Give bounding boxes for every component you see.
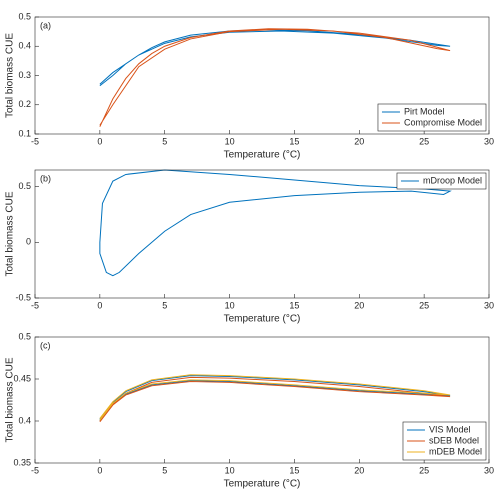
x-tick-label: 0 (97, 300, 102, 310)
y-tick-label: -0.5 (15, 292, 31, 302)
y-tick-label: 0.5 (18, 331, 31, 341)
x-tick-label: -5 (31, 300, 39, 310)
panel-label: (c) (40, 340, 51, 350)
legend: mDroop Model (396, 172, 487, 190)
y-tick-label: 0.2 (18, 99, 31, 109)
x-axis-label: Temperature (°C) (224, 314, 301, 325)
axes-box (34, 336, 490, 464)
y-tick-label: 0.3 (18, 70, 31, 80)
x-tick-label: 30 (484, 465, 494, 475)
y-tick-label: 0.5 (18, 11, 31, 21)
legend-box (396, 172, 487, 190)
y-tick-label: 0.35 (13, 457, 31, 467)
y-tick-label: 0.4 (18, 415, 31, 425)
x-tick-label: 10 (225, 136, 235, 146)
x-tick-label: 10 (225, 300, 235, 310)
x-tick-label: 15 (289, 465, 299, 475)
x-tick-label: 30 (484, 136, 494, 146)
x-axis-label: Temperature (°C) (224, 150, 301, 161)
x-tick-label: -5 (31, 136, 39, 146)
x-tick-label: 25 (419, 465, 429, 475)
x-axis-label: Temperature (°C) (224, 479, 301, 490)
legend-label: mDroop Model (423, 175, 482, 185)
y-axis-label: Total biomass CUE (5, 357, 16, 442)
y-axis-label: Total biomass CUE (5, 33, 16, 118)
y-axis-label: Total biomass CUE (5, 191, 16, 276)
x-tick-label: 30 (484, 300, 494, 310)
x-tick-label: 0 (97, 136, 102, 146)
legend-label: mDEB Model (429, 446, 482, 456)
x-tick-label: 10 (225, 465, 235, 475)
x-tick-label: 20 (354, 465, 364, 475)
x-tick-label: -5 (31, 465, 39, 475)
axes-box (34, 16, 490, 135)
y-tick-label: 0.45 (13, 373, 31, 383)
x-tick-label: 20 (354, 136, 364, 146)
legend-label: VIS Model (429, 424, 471, 434)
legend-label: Compromise Model (404, 117, 482, 127)
x-tick-label: 25 (419, 300, 429, 310)
x-tick-label: 15 (289, 136, 299, 146)
data-line (99, 28, 451, 127)
x-tick-label: 20 (354, 300, 364, 310)
y-tick-label: 0 (26, 237, 31, 247)
y-tick-label: 0.4 (18, 41, 31, 51)
legend-label: Pirt Model (404, 106, 445, 116)
x-tick-label: 5 (162, 465, 167, 475)
x-tick-label: 0 (97, 465, 102, 475)
x-tick-label: 15 (289, 300, 299, 310)
x-tick-label: 5 (162, 136, 167, 146)
x-tick-label: 5 (162, 300, 167, 310)
data-line (99, 375, 451, 422)
data-line (99, 169, 452, 277)
legend-label: sDEB Model (429, 435, 479, 445)
y-tick-label: 0.1 (18, 128, 31, 138)
y-tick-label: 0.5 (18, 181, 31, 191)
panel-label: (a) (40, 20, 51, 30)
x-tick-label: 25 (419, 136, 429, 146)
data-line (99, 374, 451, 421)
data-line (99, 376, 451, 423)
panel-label: (b) (40, 173, 51, 183)
legend-box (377, 103, 487, 132)
axes-box (34, 169, 490, 299)
